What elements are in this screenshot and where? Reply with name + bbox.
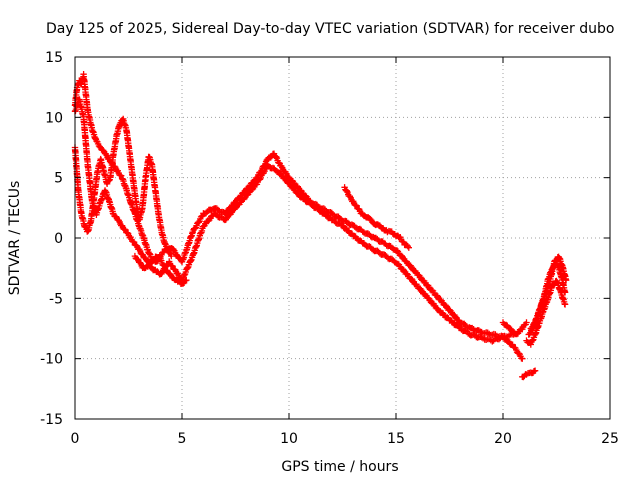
- x-tick-label: 10: [280, 431, 298, 447]
- x-tick-label: 5: [178, 431, 187, 447]
- y-tick-labels: 15 10 5 0 -5 -10 -15: [40, 50, 63, 428]
- data-points: [71, 71, 570, 381]
- y-tick-label: -10: [40, 352, 63, 368]
- series-track-g: [519, 367, 539, 381]
- series-markers: [499, 319, 530, 338]
- y-tick-label: -15: [40, 412, 63, 428]
- y-tick-label: 10: [45, 110, 63, 126]
- axis-ticks: [74, 56, 611, 420]
- series-track-d: [131, 252, 190, 287]
- x-axis-label: GPS time / hours: [281, 459, 398, 475]
- series-markers: [523, 277, 569, 348]
- series-markers: [519, 367, 539, 381]
- x-tick-label: 15: [387, 431, 405, 447]
- y-tick-label: 5: [54, 171, 63, 187]
- series-track-f: [499, 319, 530, 338]
- x-tick-label: 0: [71, 431, 80, 447]
- chart-title: Day 125 of 2025, Sidereal Day-to-day VTE…: [46, 21, 614, 37]
- series-markers: [131, 252, 190, 287]
- series-track-e: [341, 184, 412, 251]
- y-tick-label: 0: [54, 231, 63, 247]
- series-track-h: [523, 277, 569, 348]
- x-tick-labels: 0 5 10 15 20 25: [71, 431, 619, 447]
- series-markers: [527, 258, 569, 332]
- y-tick-label: -5: [49, 291, 63, 307]
- series-markers: [341, 184, 412, 251]
- series-track-j: [527, 258, 569, 332]
- y-tick-label: 15: [45, 50, 63, 66]
- x-tick-label: 25: [601, 431, 619, 447]
- x-tick-label: 20: [494, 431, 512, 447]
- y-axis-label: SDTVAR / TECUs: [7, 181, 23, 296]
